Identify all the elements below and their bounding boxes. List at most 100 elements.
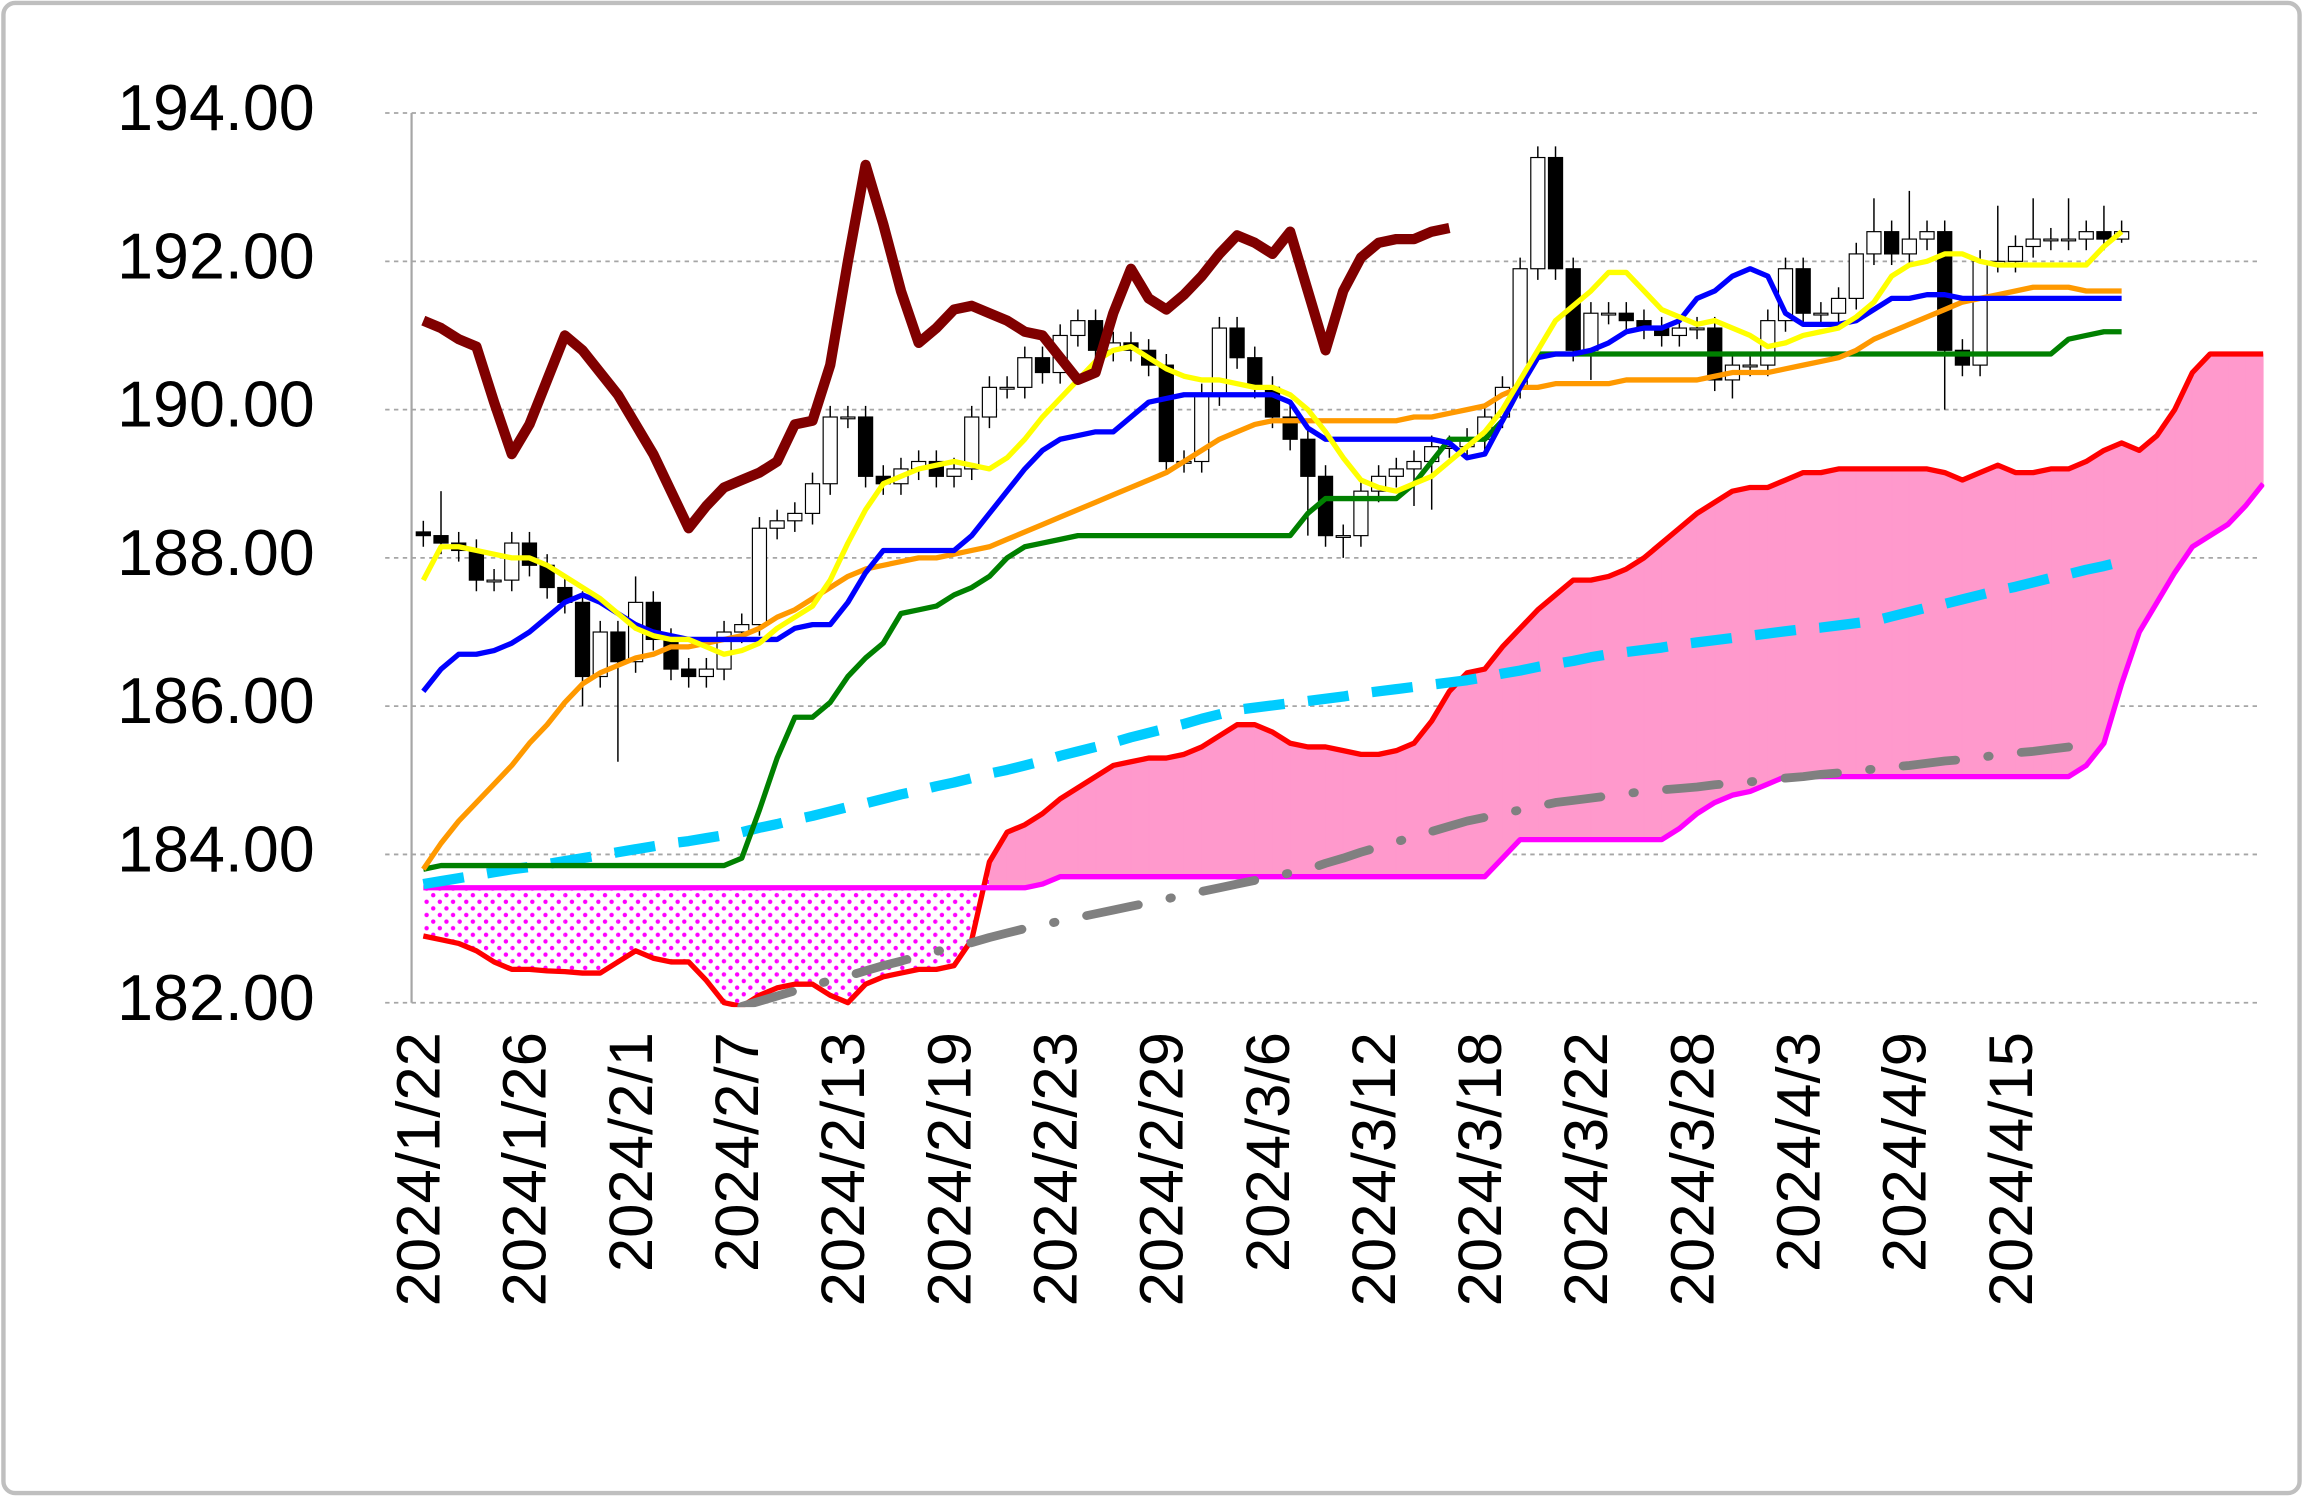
x-tick-label: 2024/3/6 — [1234, 1032, 1303, 1272]
candle-body — [1247, 357, 1263, 388]
cloud — [441, 887, 459, 944]
candle-body — [1229, 327, 1245, 359]
candle-body — [964, 416, 980, 470]
cloud — [777, 887, 795, 988]
candle-body — [663, 638, 679, 670]
series-line — [421, 159, 1451, 534]
cloud — [670, 887, 689, 962]
cloud — [1218, 723, 1238, 878]
cloud — [1006, 824, 1026, 889]
cloud — [1625, 557, 1645, 841]
candle-body — [822, 416, 838, 485]
cloud — [2032, 468, 2052, 778]
y-tick-label: 184.00 — [117, 814, 315, 886]
candle-body — [1158, 364, 1174, 463]
candle-body — [592, 631, 608, 678]
y-tick-label: 192.00 — [117, 220, 315, 292]
candle-body — [1742, 364, 1758, 368]
y-tick-label: 182.00 — [117, 962, 315, 1034]
y-tick-label: 188.00 — [117, 517, 315, 589]
candle-body — [946, 468, 962, 477]
x-tick-label: 2024/1/22 — [385, 1032, 454, 1306]
cloud — [1926, 468, 1946, 778]
cloud — [724, 887, 742, 1007]
candle-body — [1618, 312, 1634, 322]
candle-body — [1689, 327, 1705, 331]
candle-body — [1335, 535, 1351, 538]
series-line — [423, 482, 2265, 891]
series-line — [422, 351, 2264, 1008]
cloud — [1997, 464, 2016, 778]
cloud — [2209, 353, 2229, 537]
cloud — [1891, 468, 1910, 778]
cloud — [2068, 460, 2087, 778]
cloud — [2085, 449, 2105, 767]
cloud — [900, 887, 919, 974]
cloud — [547, 887, 565, 972]
x-tick-label: 2024/2/1 — [597, 1032, 666, 1272]
candle-body — [2025, 238, 2041, 248]
cloud — [1466, 668, 1486, 878]
cloud — [794, 887, 813, 985]
cloud — [1448, 671, 1468, 878]
cloud — [1360, 753, 1380, 878]
candle-body — [2096, 231, 2112, 240]
candle-body — [769, 520, 785, 529]
candle-body — [1671, 327, 1687, 337]
series-line — [737, 742, 2073, 1008]
cloud — [2227, 353, 2246, 526]
cloud — [458, 887, 477, 951]
cloud — [617, 887, 636, 962]
cloud — [1608, 568, 1627, 841]
candle-body — [681, 668, 697, 678]
candle-body — [1600, 312, 1617, 316]
cloud — [865, 887, 884, 985]
candle-body — [433, 535, 449, 544]
x-tick-label: 2024/3/18 — [1446, 1032, 1515, 1306]
candle-body — [1830, 297, 1847, 314]
cloud — [494, 887, 512, 970]
x-tick-label: 2024/1/26 — [491, 1032, 560, 1306]
candle-body — [1300, 438, 1316, 477]
candle-body — [1583, 312, 1599, 351]
x-tick-label: 2024/3/12 — [1340, 1032, 1409, 1306]
candle-body — [1866, 231, 1882, 255]
candle-body — [857, 416, 874, 477]
cloud — [564, 887, 583, 974]
cloud — [1130, 757, 1150, 878]
candle-body — [1070, 320, 1086, 337]
x-tick-label: 2024/4/15 — [1977, 1032, 2046, 1306]
cloud — [759, 887, 778, 996]
series-line — [420, 229, 2124, 657]
cloud — [1908, 468, 1928, 778]
cloud — [1979, 464, 1999, 778]
cloud — [2015, 472, 2034, 778]
candle-body — [1017, 357, 1033, 388]
candle-body — [1919, 231, 1935, 240]
cloud — [706, 887, 725, 1003]
cloud — [635, 887, 654, 959]
y-tick-label: 194.00 — [117, 72, 315, 144]
x-tick-label: 2024/4/9 — [1871, 1032, 1940, 1272]
cloud — [1696, 501, 1716, 815]
cloud — [1944, 471, 1963, 778]
cloud — [1148, 757, 1167, 878]
candle-body — [2007, 245, 2024, 262]
candle-body — [2043, 238, 2059, 242]
cloud — [883, 887, 901, 977]
cloud — [830, 887, 848, 1003]
candle-body — [1211, 327, 1228, 396]
candle-body — [2060, 238, 2077, 242]
cloud — [1183, 746, 1203, 878]
x-tick-label: 2024/3/28 — [1658, 1032, 1727, 1306]
candle-body — [1388, 468, 1404, 477]
cloud — [1289, 742, 1309, 878]
candle-body — [787, 512, 803, 522]
cloud — [1395, 742, 1415, 878]
cloud — [2050, 468, 2069, 778]
candle-body — [1353, 490, 1369, 537]
cloud — [1731, 486, 1751, 796]
cloud — [1378, 750, 1397, 878]
